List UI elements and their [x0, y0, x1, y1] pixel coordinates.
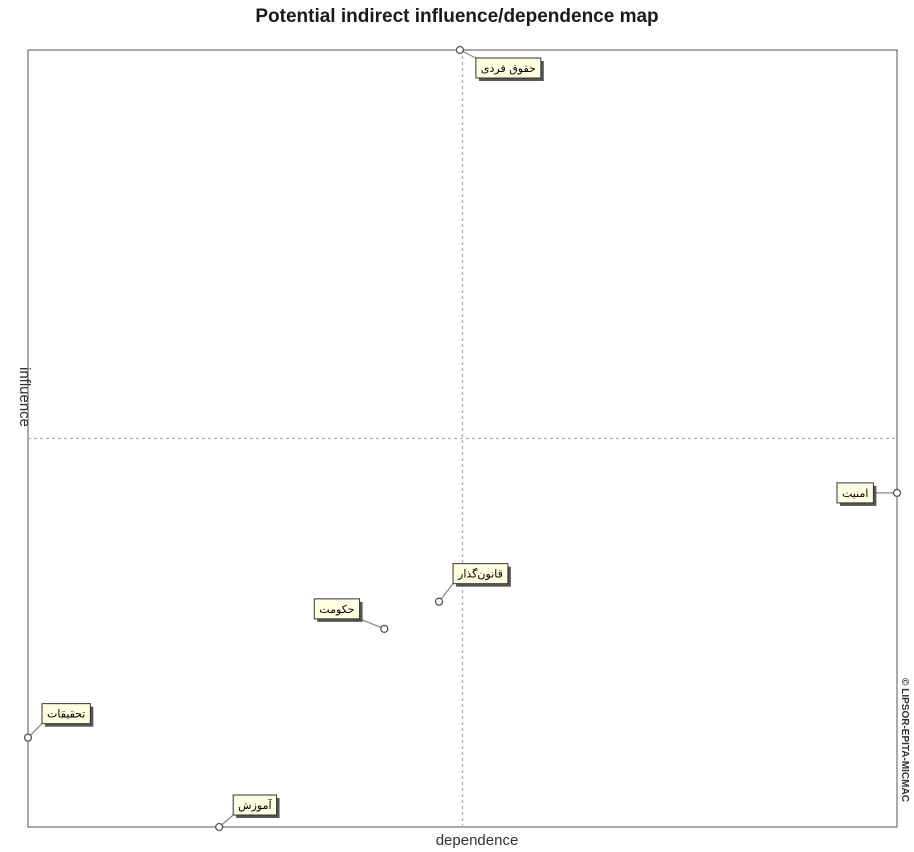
- point-label: حکومت: [319, 603, 354, 616]
- data-point: حکومت: [313, 598, 389, 634]
- point-marker: [434, 597, 444, 606]
- label-connector: [359, 618, 385, 630]
- point-marker: [380, 624, 389, 634]
- point-marker: [892, 488, 902, 498]
- copyright-credit: © LIPSOR-EPITA-MICMAC: [899, 678, 910, 802]
- point-label: آموزش: [238, 798, 272, 812]
- point-label: قانون‌گذار: [457, 568, 503, 581]
- label-box: [475, 57, 542, 79]
- point-marker: [215, 822, 224, 832]
- label-box: [452, 563, 509, 585]
- data-point: تحقیقات: [23, 703, 94, 742]
- point-marker: [455, 45, 465, 55]
- label-box: [313, 598, 361, 620]
- data-point: قانون‌گذار: [434, 563, 511, 606]
- chart-title: Potential indirect influence/dependence …: [255, 6, 659, 27]
- data-point: آموزش: [215, 794, 280, 832]
- point-marker: [23, 733, 33, 742]
- point-label: تحقیقات: [47, 708, 85, 721]
- point-label: امنیت: [842, 487, 868, 500]
- data-point: امنیت: [836, 482, 902, 506]
- label-box: [232, 794, 278, 816]
- data-point: حقوق فردی: [455, 45, 544, 81]
- y-axis-label: influence: [16, 367, 33, 427]
- label-box: [41, 703, 91, 725]
- point-label: حقوق فردی: [481, 62, 536, 75]
- x-axis-label: dependence: [436, 832, 519, 849]
- label-box: [836, 482, 874, 504]
